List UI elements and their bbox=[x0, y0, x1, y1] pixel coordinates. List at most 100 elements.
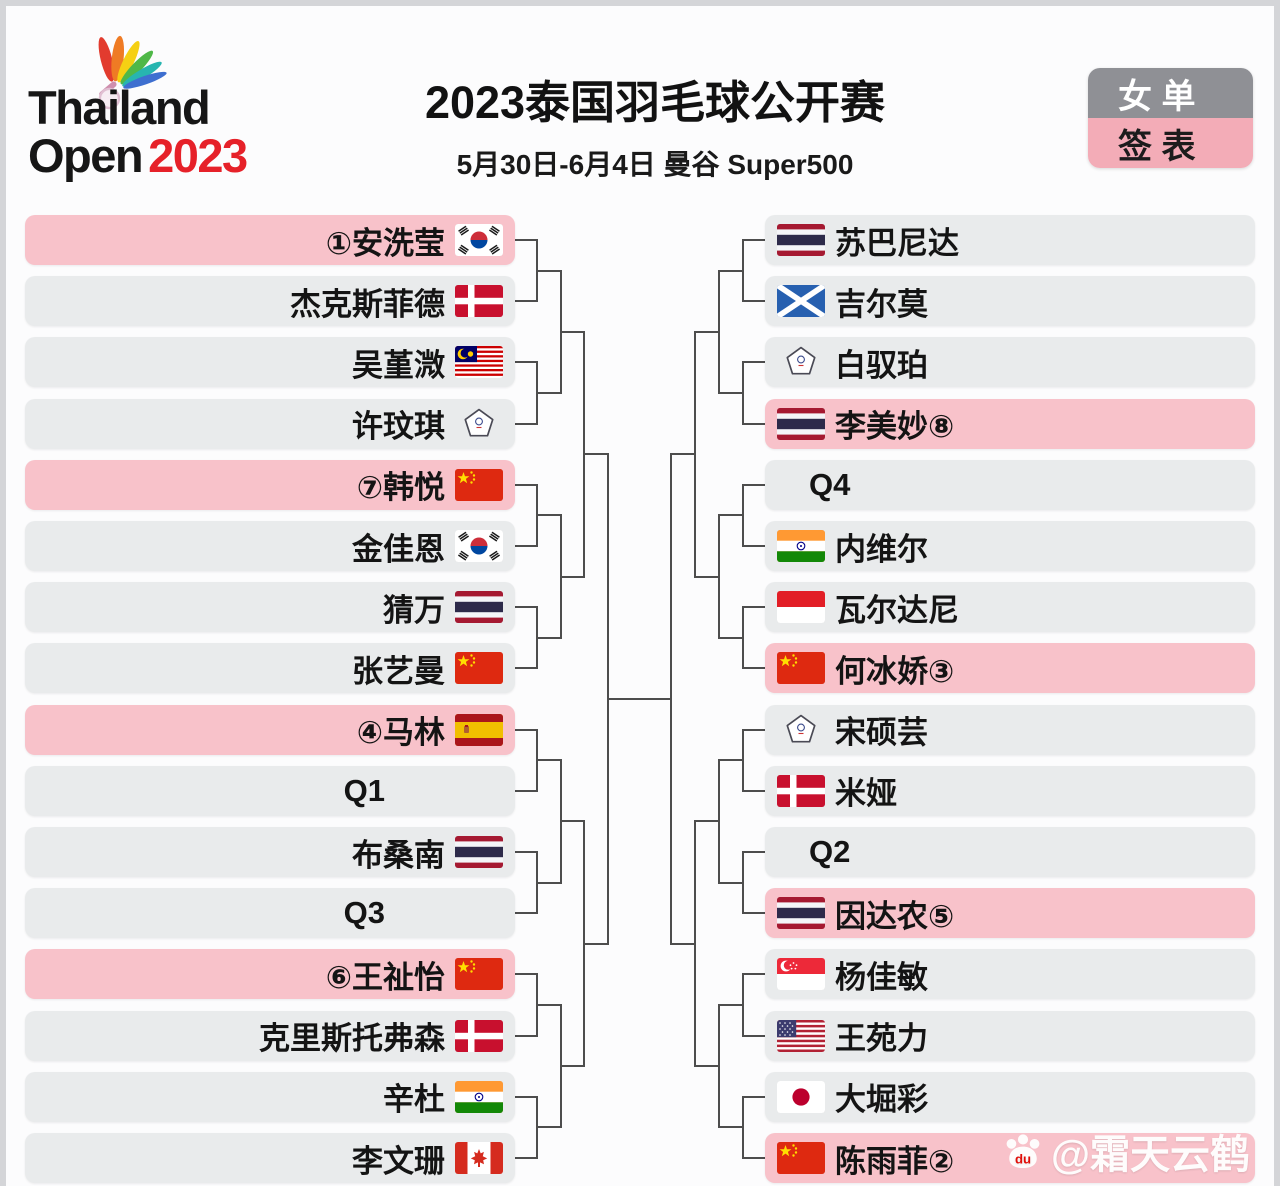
bracket-line bbox=[743, 789, 765, 792]
player-name: 因达农⑤ bbox=[835, 898, 955, 934]
player-row: 布桑南 bbox=[25, 827, 515, 877]
bracket-line bbox=[694, 820, 696, 1068]
bracket-line bbox=[742, 483, 744, 547]
player-row: 金佳恩 bbox=[25, 521, 515, 571]
bracket-line bbox=[743, 1034, 765, 1037]
flag-tpe-icon bbox=[777, 346, 825, 378]
player-row: ①安洗莹 bbox=[25, 215, 515, 265]
bracket-line bbox=[719, 759, 743, 762]
bracket-line bbox=[718, 1004, 720, 1129]
flag-chn-icon bbox=[777, 1142, 825, 1174]
player-name: 李文珊 bbox=[352, 1143, 445, 1179]
bracket-line bbox=[537, 1004, 561, 1006]
bracket-line bbox=[515, 422, 537, 425]
header: 2023泰国羽毛球公开赛 5月30日-6月4日 曼谷 Super500 bbox=[330, 66, 980, 183]
bracket-line bbox=[743, 912, 765, 915]
bracket-line bbox=[537, 881, 561, 884]
bracket-line bbox=[743, 728, 765, 731]
player-row: 杨佳敏 bbox=[765, 949, 1255, 1000]
player-row: 大堀彩 bbox=[765, 1071, 1255, 1122]
player-name: 张艺曼 bbox=[352, 653, 445, 689]
bracket-line bbox=[537, 759, 561, 762]
player-name: 克里斯托弗森 bbox=[259, 1021, 445, 1057]
bracket-line bbox=[742, 239, 744, 303]
player-row: 内维尔 bbox=[765, 521, 1255, 571]
player-row: 王苑力 bbox=[765, 1010, 1255, 1061]
page-subtitle: 5月30日-6月4日 曼谷 Super500 bbox=[456, 149, 854, 180]
player-name: 米娅 bbox=[835, 776, 897, 812]
bracket-line bbox=[515, 1157, 537, 1159]
player-row: 因达农⑤ bbox=[765, 888, 1255, 939]
logo-line1: Thailand bbox=[28, 81, 211, 134]
watermark-text: @霜天云鹤 bbox=[1050, 1133, 1250, 1177]
player-row: 辛杜 bbox=[25, 1071, 515, 1122]
bracket-line bbox=[671, 942, 695, 945]
logo-year: 2023 bbox=[148, 128, 248, 182]
bracket-line bbox=[515, 912, 537, 915]
player-name: ⑥王祉怡 bbox=[325, 959, 445, 995]
svg-text:du: du bbox=[1015, 1152, 1031, 1167]
bracket-line bbox=[718, 759, 720, 884]
player-row: Q1 bbox=[25, 765, 515, 816]
bracket-line bbox=[743, 422, 765, 425]
bracket-line bbox=[515, 545, 537, 547]
bracket-line bbox=[608, 698, 671, 700]
flag-mas-icon bbox=[455, 346, 503, 379]
bracket-line bbox=[561, 820, 584, 823]
bracket-line bbox=[742, 973, 744, 1037]
flag-tpe-icon bbox=[777, 714, 825, 746]
bracket-line bbox=[743, 483, 765, 486]
flag-tha-icon bbox=[777, 224, 825, 256]
bracket-line bbox=[694, 330, 696, 578]
bracket-line bbox=[537, 269, 561, 272]
bracket-line bbox=[515, 667, 537, 670]
bracket-line bbox=[584, 942, 608, 945]
player-name: 宋硕芸 bbox=[835, 715, 928, 751]
bracket-line bbox=[743, 973, 765, 976]
bracket-line bbox=[515, 1034, 537, 1037]
player-name: 辛杜 bbox=[383, 1082, 445, 1118]
player-name: 布桑南 bbox=[352, 837, 445, 873]
player-name: 杰克斯菲德 bbox=[290, 286, 445, 322]
player-row: 吴堇溦 bbox=[25, 337, 515, 388]
baidu-paw-icon: du bbox=[1006, 1134, 1040, 1169]
player-name: 陈雨菲② bbox=[835, 1143, 955, 1179]
bracket-line bbox=[742, 361, 744, 425]
flag-den-icon bbox=[455, 1019, 503, 1052]
player-name: 猜万 bbox=[383, 592, 445, 628]
player-row: ⑦韩悦 bbox=[25, 459, 515, 510]
bracket-line bbox=[719, 392, 743, 394]
player-row: ④马林 bbox=[25, 704, 515, 755]
bracket-line bbox=[695, 330, 719, 333]
player-name: 金佳恩 bbox=[352, 531, 445, 567]
flag-sco-icon bbox=[777, 285, 825, 318]
bracket-line bbox=[719, 636, 743, 639]
flag-chn-icon bbox=[777, 652, 825, 685]
bracket-line bbox=[743, 361, 765, 364]
player-name: 许玟琪 bbox=[352, 409, 445, 445]
category-badge-top: 女 单 bbox=[1088, 68, 1253, 118]
category-badge: 女 单 签 表 bbox=[1088, 68, 1253, 168]
flag-tha-icon bbox=[455, 836, 503, 868]
player-row: 吉尔莫 bbox=[765, 276, 1255, 327]
bracket-line bbox=[515, 973, 537, 976]
bracket-line bbox=[537, 1126, 561, 1129]
player-name: ⑦韩悦 bbox=[356, 470, 445, 506]
player-row: 克里斯托弗森 bbox=[25, 1010, 515, 1061]
player-row: 李美妙⑧ bbox=[765, 398, 1255, 449]
bracket-line bbox=[515, 606, 537, 609]
player-row: 许玟琪 bbox=[25, 398, 515, 449]
player-name: Q4 bbox=[809, 466, 851, 502]
player-name: ①安洗莹 bbox=[325, 225, 445, 261]
player-row: Q2 bbox=[765, 827, 1255, 877]
flag-can-icon bbox=[455, 1142, 503, 1174]
bracket-line bbox=[561, 575, 584, 578]
bracket-line bbox=[695, 1065, 719, 1068]
player-name: 大堀彩 bbox=[835, 1082, 928, 1118]
player-row: ⑥王祉怡 bbox=[25, 949, 515, 1000]
bracket-line bbox=[743, 1157, 765, 1159]
flag-usa-icon bbox=[777, 1019, 825, 1052]
player-name: 杨佳敏 bbox=[835, 959, 928, 995]
bracket-line bbox=[742, 851, 744, 915]
